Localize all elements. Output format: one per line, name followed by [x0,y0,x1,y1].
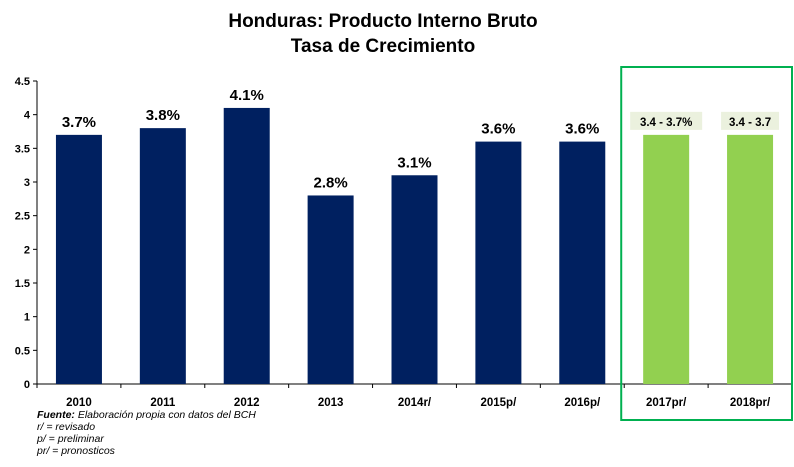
bar-2013 [307,195,354,384]
data-label: 3.8% [146,107,180,124]
bar-2011 [139,128,186,384]
x-category-label: 2010 [66,397,92,409]
forecast-highlight-box [620,66,793,421]
note-pronosticos: pr/ = pronosticos [37,445,115,457]
data-label: 3.6% [481,121,515,138]
x-category-label: 2017pr/ [646,397,687,409]
bar-2015p [475,141,522,384]
y-tick-label: 4.5 [15,76,30,88]
y-tick-label: 2 [24,244,30,256]
x-category-label: 2011 [150,397,176,409]
chart-title-line1: Honduras: Producto Interno Bruto [228,11,537,32]
y-tick-label: 0.5 [15,345,30,357]
source-label: Fuente: [37,409,75,421]
x-category-label: 2016p/ [564,397,601,409]
bar-2016p [559,141,606,384]
y-tick-label: 0 [24,379,30,391]
y-tick-label: 1 [24,312,30,324]
data-label: 3.6% [565,121,599,138]
y-tick-label: 1.5 [15,278,30,290]
plot-area: 0 0.5 1 1.5 2 2.5 3 3.5 4 4.5 3.7% 2010 3.8% 2011 4.1%… [15,66,793,421]
bar-2010 [55,134,102,384]
y-tick-label: 3 [24,177,30,189]
x-category-label: 2015p/ [480,397,517,409]
x-category-label: 2018pr/ [730,397,771,409]
data-label: 3.4 - 3.7 [729,117,771,129]
chart-title-line2: Tasa de Crecimiento [291,36,475,57]
data-label: 2.8% [314,174,348,191]
forecast-label-bg [721,111,780,130]
data-label: 4.1% [230,87,264,104]
y-tick-label: 3.5 [15,143,30,155]
x-category-label: 2012 [234,397,260,409]
data-label: 3.1% [397,154,431,171]
forecast-label-bg [630,111,703,130]
note-revisado: r/ = revisado [37,421,96,433]
source-text: Elaboración propia con datos del BCH [74,409,256,421]
data-label: 3.7% [62,114,96,131]
note-preliminar: p/ = preliminar [37,433,104,445]
data-label: 3.4 - 3.7% [640,117,692,129]
bar-2018pr [727,134,774,384]
y-tick-label: 4 [24,110,31,122]
bar-2017pr [643,134,690,384]
chart-notes: Fuente: Elaboración propia con datos del… [37,409,256,457]
x-category-label: 2013 [318,397,344,409]
y-tick-label: 2.5 [15,211,30,223]
bar-2014r [391,175,438,384]
bar-2012 [223,107,270,384]
source-note: Fuente: Elaboración propia con datos del… [37,409,256,421]
x-category-label: 2014r/ [398,397,432,409]
